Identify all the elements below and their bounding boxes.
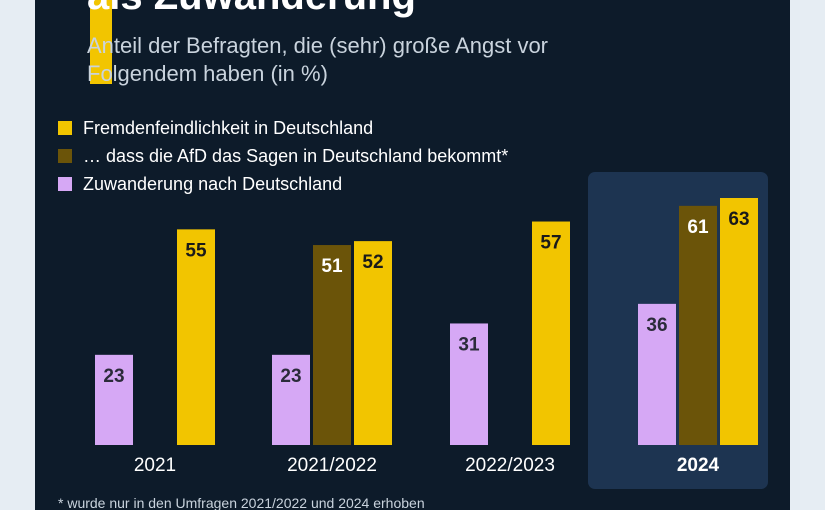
legend-swatch <box>58 149 72 163</box>
x-tick-label: 2021 <box>134 455 176 476</box>
legend-label: … dass die AfD das Sagen in Deutschland … <box>83 145 509 166</box>
bar-value-label: 23 <box>103 366 124 387</box>
chart-title: als Zuwanderung <box>87 0 416 18</box>
bar-value-label: 23 <box>280 366 301 387</box>
legend-item-fremdenfeindlichkeit: Fremdenfeindlichkeit in Deutschland <box>58 115 508 141</box>
legend-item-zuwanderung: Zuwanderung nach Deutschland <box>58 171 508 197</box>
legend-label: Zuwanderung nach Deutschland <box>83 173 343 194</box>
title-accent-bar <box>90 0 112 84</box>
bar-value-label: 52 <box>362 252 383 273</box>
x-tick-label: 2024 <box>677 455 720 476</box>
chart-footnote: * wurde nur in den Umfragen 2021/2022 un… <box>58 495 425 510</box>
bar-value-label: 51 <box>321 256 343 277</box>
bar-2024-series-2 <box>720 198 758 445</box>
x-tick-label: 2021/2022 <box>287 455 377 476</box>
bar-2021-2022-series-1 <box>313 245 351 445</box>
legend-swatch <box>58 177 72 191</box>
bar-2022-2023-series-0 <box>450 323 488 445</box>
bar-2024-series-1 <box>679 205 717 445</box>
bar-2021-2022-series-2 <box>354 241 392 445</box>
bar-2021-2022-series-0 <box>272 354 310 445</box>
infographic-card: als Zuwanderung Anteil der Befragten, di… <box>35 0 790 510</box>
bar-value-label: 36 <box>646 315 667 336</box>
bar-value-label: 55 <box>185 240 207 261</box>
legend-swatch <box>58 121 72 135</box>
bar-value-label: 61 <box>687 217 709 238</box>
x-tick-label: 2022/2023 <box>465 455 555 476</box>
bar-2021-series-0 <box>95 354 133 445</box>
bar-value-label: 63 <box>728 209 749 230</box>
bar-2024-series-0 <box>638 303 676 445</box>
bar-2022-2023-series-2 <box>532 221 570 445</box>
bar-chart-plot: 23 55 2021 23 51 52 2021/2022 31 57 2022/2023 36 61… <box>95 198 758 476</box>
legend-label: Fremdenfeindlichkeit in Deutschland <box>83 117 374 138</box>
chart-subtitle: Anteil der Befragten, die (sehr) große A… <box>87 33 549 86</box>
bar-2021-series-2 <box>177 229 215 445</box>
chart-legend: Fremdenfeindlichkeit in Deutschland … da… <box>58 115 508 199</box>
bar-value-label: 31 <box>458 334 480 355</box>
legend-item-afd: … dass die AfD das Sagen in Deutschland … <box>58 143 508 169</box>
bar-value-label: 57 <box>540 233 561 254</box>
